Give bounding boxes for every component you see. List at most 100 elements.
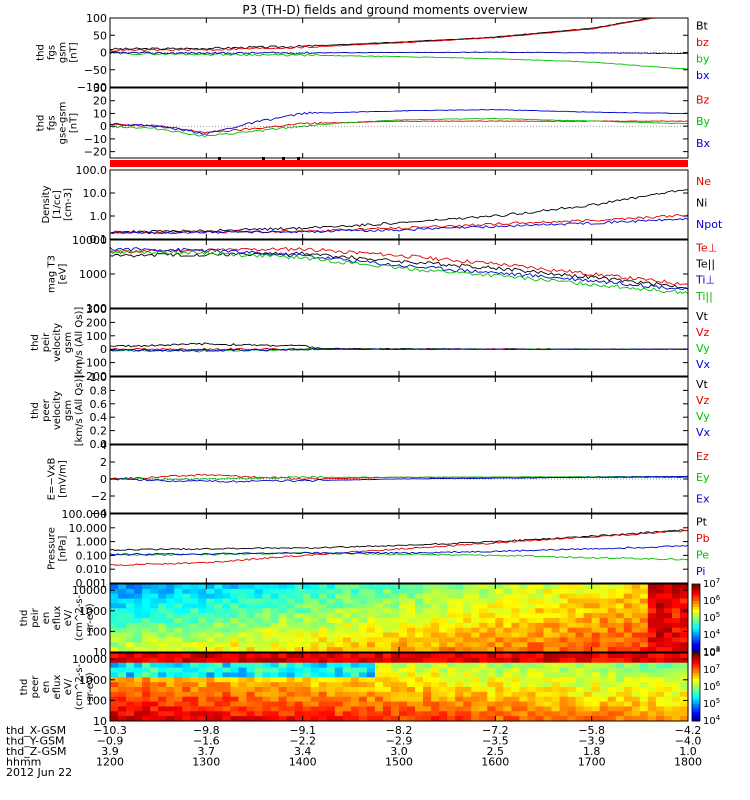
- spectrogram-cell: [623, 711, 633, 717]
- y-tick-label: 50: [93, 29, 107, 42]
- spectrogram-cell: [334, 593, 344, 599]
- spectrogram-cell: [270, 657, 279, 664]
- spectrogram-cell: [110, 711, 119, 717]
- spectrogram-cell: [318, 642, 328, 648]
- spectrogram-cell: [583, 701, 593, 707]
- x-axis-value: −2.9: [386, 735, 413, 748]
- spectrogram-cell: [342, 657, 352, 664]
- spectrogram-cell: [607, 618, 617, 624]
- spectrogram-cell: [415, 716, 424, 722]
- colorbar-cell: [692, 649, 700, 653]
- spectrogram-cell: [583, 672, 593, 678]
- spectrogram-cell: [407, 627, 416, 633]
- spectrogram-cell: [174, 701, 183, 707]
- spectrogram-cell: [487, 662, 496, 668]
- spectrogram-cell: [559, 716, 568, 722]
- spectrogram-cell: [230, 637, 239, 643]
- spectrogram-cell: [479, 598, 488, 604]
- spectrogram-cell: [382, 618, 392, 624]
- spectrogram-cell: [230, 662, 239, 668]
- spectrogram-cell: [374, 657, 384, 664]
- spectrogram-cell: [222, 706, 231, 712]
- y-axis-label: [nPa]: [58, 535, 69, 561]
- spectrogram-cell: [623, 613, 633, 619]
- spectrogram-cell: [639, 647, 649, 653]
- spectrogram-cell: [423, 632, 432, 638]
- spectrogram-cell: [166, 687, 175, 693]
- spectrogram-cell: [350, 706, 360, 712]
- spectrogram-cell: [238, 627, 247, 633]
- colorbar-label: 106: [703, 594, 721, 607]
- spectrogram-cell: [150, 696, 159, 702]
- spectrogram-cell: [382, 687, 392, 693]
- spectrogram-cell: [671, 667, 681, 673]
- y-tick-label: −50: [84, 64, 107, 77]
- spectrogram-cell: [334, 653, 344, 659]
- spectrogram-cell: [519, 691, 528, 698]
- spectrogram-cell: [110, 657, 119, 664]
- spectrogram-cell: [599, 584, 609, 590]
- spectrogram-cell: [607, 716, 617, 722]
- spectrogram-cell: [238, 677, 247, 683]
- spectrogram-cell: [310, 677, 320, 683]
- spectrogram-cell: [551, 706, 560, 712]
- y-tick-label: 1000: [79, 605, 107, 618]
- spectrogram-cell: [639, 657, 649, 664]
- spectrogram-cell: [679, 711, 689, 717]
- spectrogram-cell: [214, 584, 223, 590]
- spectrogram-cell: [511, 584, 520, 590]
- spectrogram-cell: [543, 632, 552, 638]
- spectrogram-cell: [390, 642, 400, 648]
- spectrogram-cell: [519, 627, 528, 633]
- spectrogram-cell: [407, 618, 416, 624]
- spectrogram-cell: [639, 711, 649, 717]
- spectrogram-cell: [479, 696, 488, 702]
- spectrogram-cell: [567, 662, 577, 668]
- spectrogram-cell: [246, 647, 255, 653]
- x-axis-value: −9.8: [193, 724, 220, 737]
- spectrogram-cell: [334, 647, 344, 653]
- spectrogram-cell: [471, 593, 480, 599]
- spectrogram-cell: [591, 603, 601, 609]
- y-axis-label: velocity: [52, 391, 63, 430]
- spectrogram-cell: [671, 613, 681, 619]
- spectrogram-cell: [599, 593, 609, 599]
- spectrogram-cell: [158, 657, 167, 664]
- spectrogram-cell: [326, 622, 336, 629]
- spectrogram-cell: [238, 687, 247, 693]
- spectrogram-cell: [607, 598, 617, 604]
- spectrogram-cell: [583, 613, 593, 619]
- colorbar-cell: [692, 612, 700, 616]
- spectrogram-cell: [318, 696, 328, 702]
- y-tick-label: 1000: [79, 268, 107, 281]
- spectrogram-cell: [447, 687, 456, 693]
- spectrogram-cell: [439, 667, 448, 673]
- spectrogram-cell: [142, 627, 151, 633]
- spectrogram-cell: [503, 687, 512, 693]
- spectrogram-cell: [631, 642, 641, 648]
- spectrogram-cell: [254, 608, 263, 614]
- spectrogram-cell: [543, 584, 552, 590]
- spectrogram-cell: [559, 642, 568, 648]
- spectrogram-cell: [599, 647, 609, 653]
- spectrogram-cell: [591, 701, 601, 707]
- legend-entry: Ey: [696, 471, 710, 484]
- spectrogram-cell: [631, 677, 641, 683]
- spectrogram-cell: [543, 613, 552, 619]
- spectrogram-cell: [527, 588, 536, 595]
- spectrogram-cell: [390, 584, 400, 590]
- spectrogram-cell: [511, 682, 520, 688]
- spectrogram-cell: [599, 608, 609, 614]
- spectrogram-cell: [222, 647, 231, 653]
- spectrogram-cell: [166, 637, 175, 643]
- spectrogram-cell: [407, 613, 416, 619]
- spectrogram-cell: [278, 627, 288, 633]
- colorbar-label: 108: [703, 646, 720, 659]
- spectrogram-cell: [511, 691, 520, 698]
- spectrogram-cell: [447, 691, 456, 698]
- spectrogram-cell: [679, 667, 689, 673]
- spectrogram-cell: [310, 584, 320, 590]
- spectrogram-cell: [150, 588, 159, 595]
- spectrogram-cell: [631, 622, 641, 629]
- colorbar-cell: [692, 620, 700, 625]
